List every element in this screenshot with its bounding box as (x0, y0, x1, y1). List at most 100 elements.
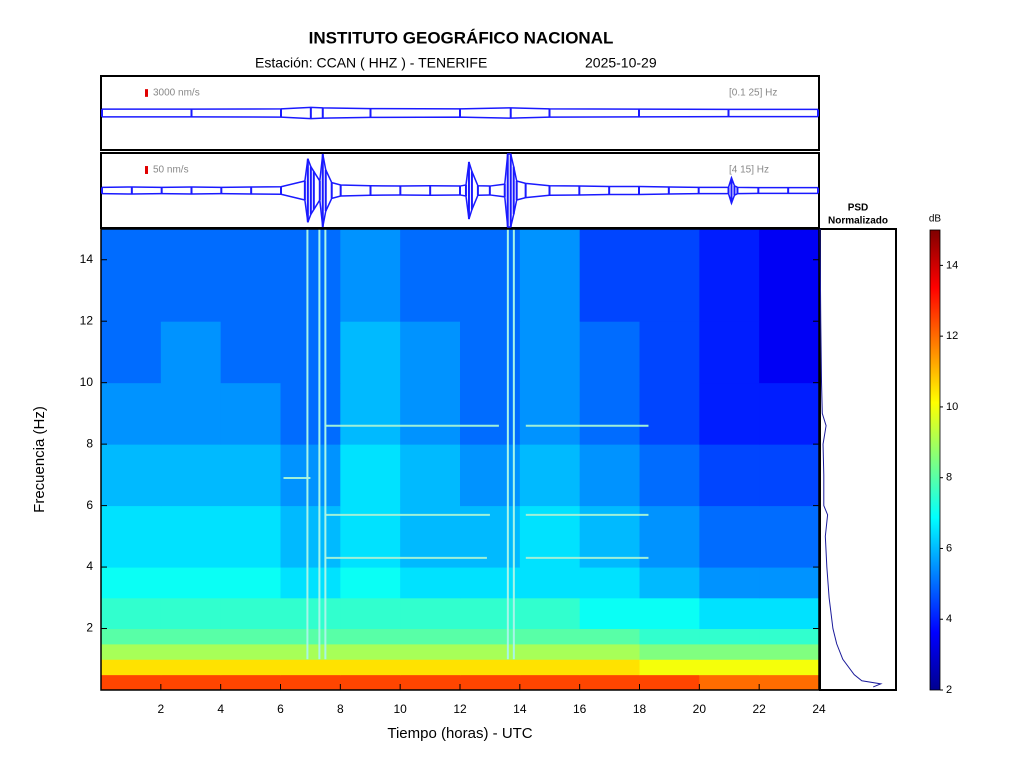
heat-cell (220, 444, 281, 507)
heat-cell (759, 674, 820, 691)
band-label: [4 15] Hz (729, 165, 769, 176)
heat-cell (759, 382, 820, 445)
heat-cell (220, 567, 281, 599)
scale-bar (145, 89, 148, 97)
x-tick-label: 14 (513, 702, 527, 716)
heat-cell (101, 229, 162, 322)
y-tick-label: 6 (86, 498, 93, 512)
heat-cell (160, 567, 222, 599)
heat-cell (699, 505, 760, 568)
heat-cell (579, 321, 640, 384)
colorbar-label: dB (929, 214, 942, 225)
heat-cell (460, 597, 521, 630)
heat-cell (639, 229, 700, 322)
x-tick-label: 18 (633, 702, 647, 716)
heat-cell (759, 505, 820, 568)
heat-cell (220, 659, 281, 676)
x-tick-label: 10 (393, 702, 407, 716)
heat-cell (400, 674, 461, 691)
heat-cell (220, 597, 281, 630)
date: 2025-10-29 (585, 55, 657, 71)
x-tick-label: 4 (217, 702, 224, 716)
heat-cell (579, 643, 640, 660)
heat-cell (400, 628, 461, 645)
heat-cell (519, 674, 581, 691)
heat-cell (759, 628, 820, 645)
heat-cell (220, 643, 281, 660)
heat-cell (340, 382, 401, 445)
heat-cell (699, 628, 760, 645)
heat-cell (340, 659, 401, 676)
heat-cell (400, 444, 461, 507)
heat-cell (759, 321, 820, 384)
scale-label: 3000 nm/s (153, 88, 200, 99)
x-tick-label: 16 (573, 702, 587, 716)
heat-cell (101, 659, 162, 676)
heat-cell (101, 505, 162, 568)
heat-cell (220, 321, 281, 384)
heat-cell (340, 444, 401, 507)
heat-cell (639, 674, 700, 691)
heat-cell (759, 597, 820, 630)
heat-cell (400, 382, 461, 445)
heat-cell (280, 382, 341, 445)
heat-cell (220, 229, 281, 322)
heat-cell (759, 444, 820, 507)
y-tick-label: 10 (80, 375, 94, 389)
heat-cell (400, 659, 461, 676)
psd-title: Normalizado (828, 216, 888, 227)
heat-cell (220, 674, 281, 691)
heat-cell (101, 321, 162, 384)
heat-cell (340, 229, 401, 322)
heat-cell (699, 567, 760, 599)
heat-cell (699, 321, 760, 384)
heat-cell (101, 382, 162, 445)
heat-cell (280, 567, 341, 599)
heat-cell (460, 382, 521, 445)
heat-cell (101, 674, 162, 691)
x-tick-label: 12 (453, 702, 467, 716)
heat-cell (519, 382, 581, 445)
x-tick-label: 6 (277, 702, 284, 716)
heat-cell (280, 628, 341, 645)
heat-cell (639, 321, 700, 384)
heat-cell (160, 628, 222, 645)
heat-cell (699, 643, 760, 660)
heat-cell (759, 229, 820, 322)
heat-cell (340, 628, 401, 645)
heat-cell (101, 567, 162, 599)
heat-cell (519, 643, 581, 660)
band-label: [0.1 25] Hz (729, 88, 777, 99)
colorbar-tick-label: 14 (946, 259, 958, 271)
heat-cell (160, 321, 222, 384)
heat-cell (579, 597, 640, 630)
heat-cell (639, 444, 700, 507)
colorbar-tick-label: 2 (946, 684, 952, 696)
colorbar-tick-label: 4 (946, 613, 952, 625)
title: INSTITUTO GEOGRÁFICO NACIONAL (309, 28, 614, 47)
heat-cell (460, 643, 521, 660)
heat-cell (101, 643, 162, 660)
x-tick-label: 2 (157, 702, 164, 716)
heat-cell (519, 597, 581, 630)
heat-cell (639, 567, 700, 599)
heat-cell (160, 444, 222, 507)
psd-line (819, 228, 883, 688)
scale-label: 50 nm/s (153, 165, 189, 176)
heat-cell (579, 444, 640, 507)
y-tick-label: 12 (80, 313, 94, 327)
heat-cell (639, 597, 700, 630)
heat-cell (101, 597, 162, 630)
heat-cell (220, 505, 281, 568)
heat-cell (400, 567, 461, 599)
heat-cell (280, 321, 341, 384)
y-axis-label: Frecuencia (Hz) (31, 406, 48, 513)
heat-cell (160, 659, 222, 676)
heat-cell (579, 674, 640, 691)
x-tick-label: 20 (693, 702, 707, 716)
heat-cell (160, 505, 222, 568)
trace-lower (102, 115, 818, 120)
heat-cell (280, 674, 341, 691)
x-tick-label: 24 (812, 702, 826, 716)
